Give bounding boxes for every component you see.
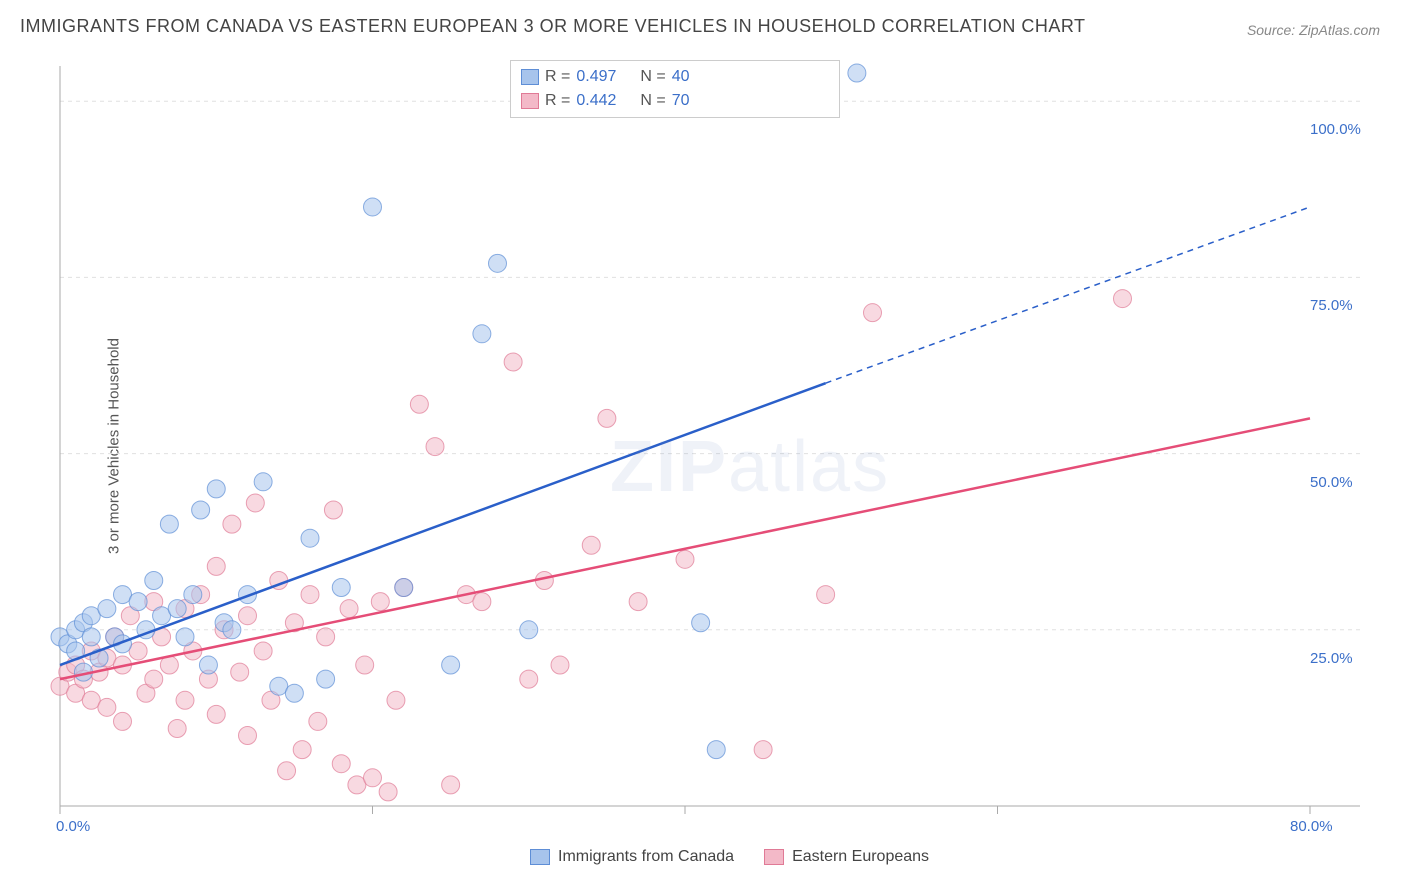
r-value: 0.442 (576, 92, 616, 110)
legend-swatch-eastern (764, 849, 784, 865)
x-tick-label: 80.0% (1290, 818, 1333, 835)
r-label: R = (545, 68, 570, 86)
series-legend: Immigrants from Canada Eastern Europeans (530, 848, 929, 866)
legend-swatch-canada (530, 849, 550, 865)
stats-row-eastern: R = 0.442 N = 70 (521, 89, 829, 113)
y-tick-label: 100.0% (1310, 121, 1361, 138)
scatter-chart-svg (50, 56, 1360, 836)
y-tick-label: 75.0% (1310, 297, 1353, 314)
y-tick-label: 50.0% (1310, 474, 1353, 491)
x-tick-label: 0.0% (56, 818, 90, 835)
swatch-eastern (521, 93, 539, 109)
legend-item-canada: Immigrants from Canada (530, 848, 734, 866)
n-label: N = (640, 68, 665, 86)
chart-area: ZIPatlas R =0.497N =40R =0.442N =70 Immi… (50, 56, 1360, 836)
legend-label: Eastern Europeans (792, 848, 929, 866)
legend-item-eastern: Eastern Europeans (764, 848, 929, 866)
legend-label: Immigrants from Canada (558, 848, 734, 866)
chart-title: IMMIGRANTS FROM CANADA VS EASTERN EUROPE… (20, 16, 1086, 37)
stats-row-canada: R = 0.497 N = 40 (521, 65, 829, 89)
n-label: N = (640, 92, 665, 110)
r-label: R = (545, 92, 570, 110)
n-value: 70 (672, 92, 690, 110)
correlation-stats-box: R = 0.497 N = 40 R = 0.442 N = 70 (510, 60, 840, 118)
y-tick-label: 25.0% (1310, 650, 1353, 667)
r-value: 0.497 (576, 68, 616, 86)
swatch-canada (521, 69, 539, 85)
source-attribution: Source: ZipAtlas.com (1247, 22, 1380, 38)
n-value: 40 (672, 68, 690, 86)
